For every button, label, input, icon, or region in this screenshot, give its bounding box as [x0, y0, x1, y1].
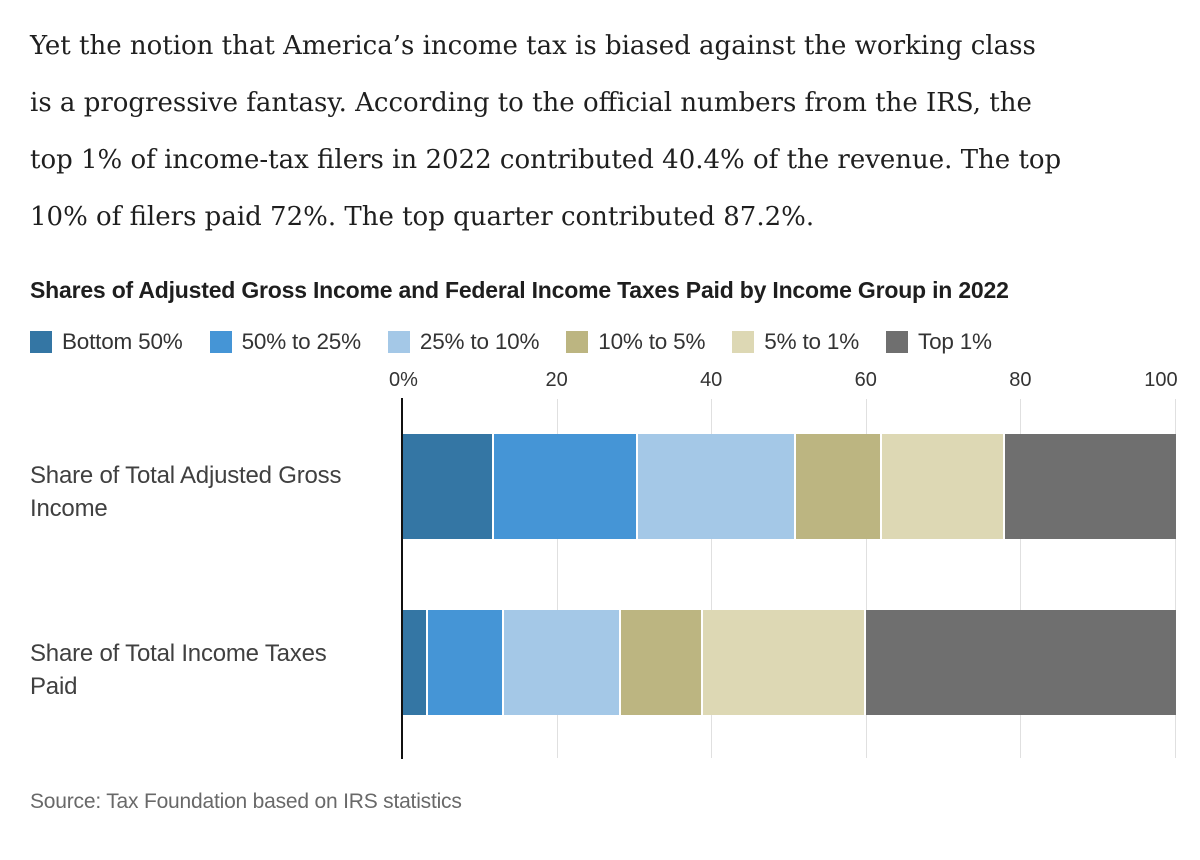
legend-item: Bottom 50%: [30, 329, 183, 355]
gridline: [556, 399, 558, 758]
legend-label: 25% to 10%: [419, 329, 540, 354]
gridline: [1175, 399, 1176, 758]
chart-legend: Bottom 50% 50% to 25% 25% to 10% 10% to 5% 5…: [30, 329, 1175, 355]
row-label-line: Income: [30, 495, 108, 522]
row-label-line: Share of Total Income Taxes: [30, 640, 327, 667]
bar-segment-5-to-1: [701, 610, 864, 715]
x-axis-tick-label: 0%: [388, 369, 418, 391]
legend-item: 10% to 5%: [566, 329, 705, 355]
legend-label: Bottom 50%: [62, 329, 183, 354]
bar-segment-50-to-25: [491, 434, 636, 539]
x-axis-tick-label: 80: [1009, 369, 1032, 391]
row-label: Share of Total Income Taxes Paid: [30, 637, 395, 703]
x-axis-tick-label: 100: [1144, 369, 1178, 391]
x-axis-tick-label: 60: [854, 369, 877, 391]
gridline: [865, 399, 867, 758]
stacked-bar-chart: 0% 20 40 60 80 100 Share of Total Adjusted Gro…: [30, 369, 1178, 759]
legend-swatch-icon: [209, 331, 232, 353]
gridline: [711, 399, 713, 758]
row-label-line: Share of Total Adjusted Gross: [30, 462, 342, 489]
bar-segment-25-to-10: [635, 434, 795, 539]
legend-swatch-icon: [886, 331, 909, 353]
axis-baseline: [401, 398, 403, 759]
row-label-line: Paid: [30, 673, 78, 700]
bar-segment-10-to-5: [619, 610, 702, 715]
legend-label: 50% to 25%: [241, 329, 362, 354]
legend-item: Top 1%: [886, 329, 992, 355]
legend-label: 10% to 5%: [598, 329, 706, 354]
legend-swatch-icon: [30, 331, 52, 353]
legend-label: 5% to 1%: [764, 329, 860, 354]
bar-segment-bottom-50: [403, 610, 427, 715]
bar-segment-top-1: [1002, 434, 1176, 539]
legend-swatch-icon: [566, 331, 589, 353]
x-axis-tick-label: 40: [700, 369, 723, 391]
row-label: Share of Total Adjusted Gross Income: [30, 459, 395, 525]
legend-label: Top 1%: [918, 329, 992, 354]
paragraph-line: is a progressive fantasy. According to t…: [30, 88, 1032, 118]
bar-segment-bottom-50: [403, 434, 492, 539]
bar-row-tax-share: [403, 610, 1176, 715]
bar-row-agi-share: [403, 434, 1176, 539]
article-paragraph: Yet the notion that America’s income tax…: [30, 18, 1175, 246]
x-axis-tick-label: 20: [545, 369, 568, 391]
legend-swatch-icon: [732, 331, 755, 353]
bar-segment-10-to-5: [794, 434, 880, 539]
legend-item: 5% to 1%: [732, 329, 859, 355]
bar-segment-25-to-10: [501, 610, 620, 715]
legend-item: 50% to 25%: [209, 329, 362, 355]
bar-segment-top-1: [863, 610, 1176, 715]
chart-title: Shares of Adjusted Gross Income and Fede…: [30, 277, 1009, 303]
gridline: [1020, 399, 1022, 758]
legend-swatch-icon: [387, 331, 410, 353]
bar-segment-50-to-25: [426, 610, 502, 715]
paragraph-line: top 1% of income-tax filers in 2022 cont…: [30, 145, 1062, 175]
legend-item: 25% to 10%: [387, 329, 540, 355]
source-note: Source: Tax Foundation based on IRS stat…: [30, 790, 462, 813]
paragraph-line: 10% of filers paid 72%. The top quarter …: [30, 202, 815, 232]
bar-segment-5-to-1: [879, 434, 1003, 539]
paragraph-line: Yet the notion that America’s income tax…: [30, 31, 1036, 61]
